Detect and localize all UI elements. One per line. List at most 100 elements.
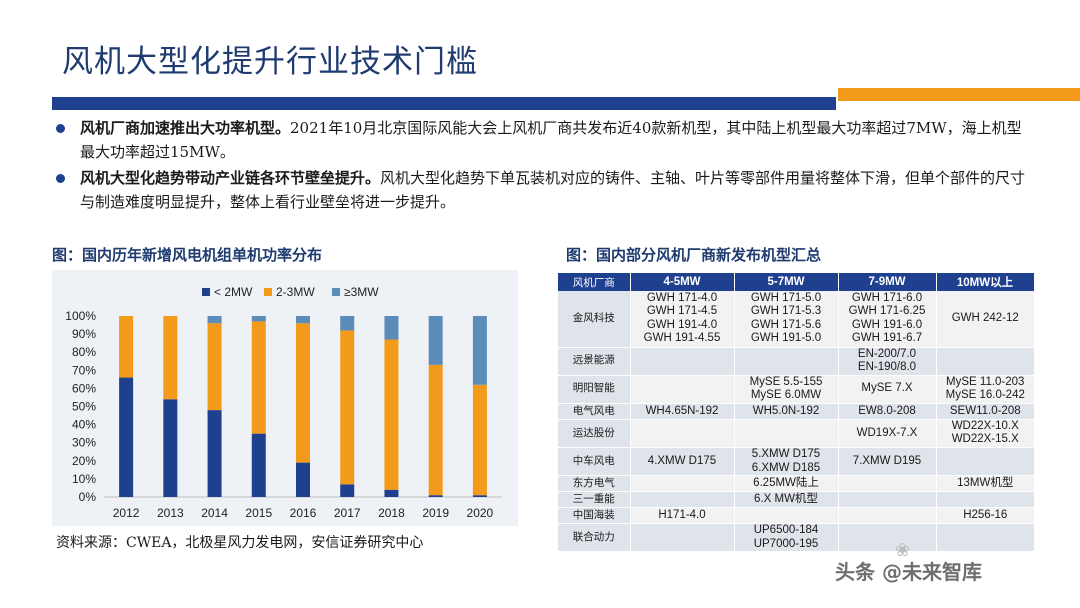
x-tick-label: 2020 xyxy=(467,506,494,520)
maker-cell: 金风科技 xyxy=(558,291,630,348)
y-tick-label: 40% xyxy=(72,418,96,432)
bullet-text: 风机大型化趋势下单瓦装机对应的铸件、主轴、叶片等零部件用量将整体下滑，但单个部件… xyxy=(80,169,1026,211)
bar-segment xyxy=(163,399,178,497)
bar-segment xyxy=(340,316,355,331)
model-cell xyxy=(629,475,734,493)
x-tick-label: 2014 xyxy=(201,506,228,520)
x-tick-label: 2018 xyxy=(378,506,405,520)
model-cell: WH5.0N-192 xyxy=(733,403,838,420)
model-cell xyxy=(935,347,1034,376)
table-header: 7-9MW xyxy=(838,273,937,291)
model-cell: UP6500-184 UP7000-195 xyxy=(733,523,838,553)
watermark: 头条 @未来智库 xyxy=(835,560,982,584)
maker-cell: 三一重能 xyxy=(558,491,630,509)
bar-segment xyxy=(472,495,487,497)
bar-segment xyxy=(384,316,399,340)
legend-label: 2-3MW xyxy=(276,285,315,299)
bar-segment xyxy=(428,316,443,365)
model-cell: H171-4.0 xyxy=(629,507,734,525)
x-tick-label: 2016 xyxy=(290,506,317,520)
legend-swatch xyxy=(264,288,272,296)
maker-cell: 电气风电 xyxy=(558,403,630,420)
table-row: 电气风电 WH4.65N-192 WH5.0N-192 EW8.0-208 SEW11.… xyxy=(558,403,1034,420)
model-table: 风机厂商 4-5MW 5-7MW 7-9MW 10MW以上 金风科技 GWH 17… xyxy=(558,273,1035,553)
table-row: 东方电气 6.25MW陆上 13MW机型 xyxy=(558,475,1034,493)
x-tick-label: 2015 xyxy=(245,506,272,520)
y-tick-label: 70% xyxy=(72,363,96,377)
model-cell: EN-200/7.0 EN-190/8.0 xyxy=(837,347,936,376)
watermark-logo-icon: ❀ xyxy=(895,540,911,561)
maker-cell: 远景能源 xyxy=(558,347,630,376)
table-title: 图：国内部分风机厂商新发布机型汇总 xyxy=(566,246,822,264)
bar-segment xyxy=(207,410,222,497)
maker-cell: 联合动力 xyxy=(558,523,630,553)
bar-segment xyxy=(119,377,134,497)
model-cell: 6.25MW陆上 xyxy=(733,475,838,493)
model-cell xyxy=(629,375,734,404)
table-header-row: 风机厂商 4-5MW 5-7MW 7-9MW 10MW以上 xyxy=(558,273,1035,291)
y-tick-label: 60% xyxy=(72,381,96,395)
model-cell: 13MW机型 xyxy=(935,475,1034,493)
model-cell: 5.XMW D175 6.XMW D185 xyxy=(733,447,838,477)
bar-segment xyxy=(251,321,266,434)
model-cell xyxy=(935,523,1034,553)
legend-label: ≥3MW xyxy=(344,285,379,299)
bar-segment xyxy=(340,330,355,485)
model-cell: H256-16 xyxy=(935,507,1034,525)
bar-segment xyxy=(472,316,487,385)
model-cell xyxy=(629,347,734,376)
table-row: 中车风电 4.XMW D175 5.XMW D175 6.XMW D185 7.XMW… xyxy=(558,447,1034,477)
x-tick-label: 2012 xyxy=(113,506,140,520)
table-row: 三一重能 6.X MW机型 xyxy=(558,491,1034,509)
maker-cell: 东方电气 xyxy=(558,475,630,493)
model-cell xyxy=(935,447,1034,477)
model-cell: WH4.65N-192 xyxy=(629,403,734,420)
table-row: 明阳智能 MySE 5.5-155 MySE 6.0MW MySE 7.X MySE … xyxy=(558,375,1034,404)
model-cell: GWH 171-4.0 GWH 171-4.5 GWH 191-4.0 GWH … xyxy=(629,291,734,348)
model-cell: MySE 7.X xyxy=(837,375,936,404)
bullet-heading: 风机大型化趋势带动产业链各环节壁垒提升。 xyxy=(80,169,381,187)
legend-label: < 2MW xyxy=(214,285,253,299)
x-tick-label: 2017 xyxy=(334,506,361,520)
y-tick-label: 80% xyxy=(72,345,96,359)
x-tick-label: 2013 xyxy=(157,506,184,520)
table-row: 运达股份 WD19X-7.X WD22X-10.X WD22X-15.X xyxy=(558,419,1034,449)
model-cell: WD22X-10.X WD22X-15.X xyxy=(935,419,1034,449)
y-tick-label: 20% xyxy=(72,454,96,468)
bar-segment xyxy=(296,462,310,497)
model-cell xyxy=(837,491,936,509)
bullet-dot-icon xyxy=(56,174,65,183)
bar-segment xyxy=(251,433,266,497)
chart-title: 图：国内历年新增风电机组单机功率分布 xyxy=(52,246,323,264)
bullet-item: 风机厂商加速推出大功率机型。2021年10月北京国际风能大会上风机厂商共发布近4… xyxy=(52,116,1032,164)
maker-cell: 运达股份 xyxy=(558,419,630,449)
table-header: 5-7MW xyxy=(734,273,839,291)
bar-segment xyxy=(340,484,355,497)
model-cell xyxy=(629,491,734,509)
table-row: 中国海装 H171-4.0 H256-16 xyxy=(558,507,1034,525)
y-tick-label: 0% xyxy=(79,490,97,504)
bar-segment xyxy=(296,316,310,324)
maker-cell: 明阳智能 xyxy=(558,375,630,404)
page-title: 风机大型化提升行业技术门槛 xyxy=(62,44,478,80)
model-cell: 7.XMW D195 xyxy=(837,447,936,477)
table-row: 远景能源 EN-200/7.0 EN-190/8.0 xyxy=(558,347,1034,376)
bullet-item: 风机大型化趋势带动产业链各环节壁垒提升。风机大型化趋势下单瓦装机对应的铸件、主轴… xyxy=(52,166,1032,214)
maker-cell: 中国海装 xyxy=(558,507,630,525)
model-cell: 6.X MW机型 xyxy=(733,491,838,509)
bullet-dot-icon xyxy=(56,124,65,133)
model-cell xyxy=(733,507,838,525)
legend-swatch xyxy=(332,288,340,296)
legend-swatch xyxy=(202,288,210,296)
bullet-text: 2021年10月北京国际风能大会上风机厂商共发布近40款新机型，其中陆上机型最大… xyxy=(80,119,1022,161)
model-cell: WD19X-7.X xyxy=(837,419,936,449)
y-tick-label: 30% xyxy=(72,436,96,450)
bar-segment xyxy=(296,323,310,463)
model-cell xyxy=(733,347,838,376)
bar-segment xyxy=(472,384,487,496)
bar-segment xyxy=(384,489,399,497)
bullet-list: 风机厂商加速推出大功率机型。2021年10月北京国际风能大会上风机厂商共发布近4… xyxy=(52,116,1032,216)
bar-segment xyxy=(119,316,134,378)
y-tick-label: 10% xyxy=(72,472,96,486)
table-header: 10MW以上 xyxy=(936,273,1035,291)
